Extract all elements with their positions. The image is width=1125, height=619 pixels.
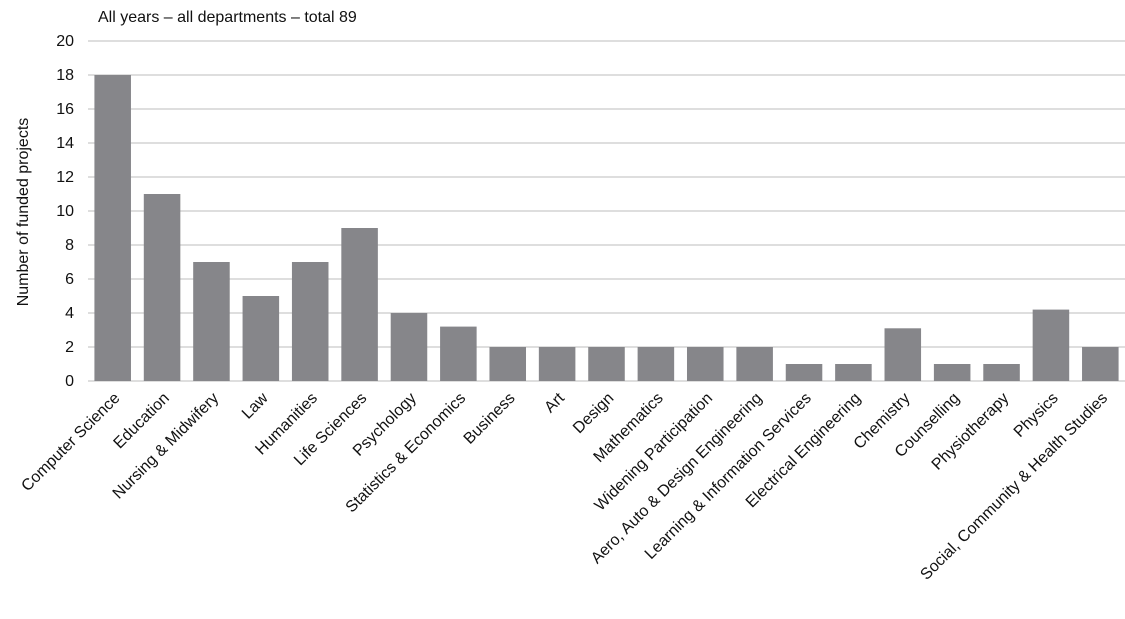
y-tick-label: 14 bbox=[56, 135, 74, 152]
bars bbox=[94, 75, 1119, 381]
x-tick-label: Computer Science bbox=[18, 390, 123, 495]
y-axis-label: Number of funded projects bbox=[15, 118, 32, 307]
bar bbox=[686, 347, 724, 381]
x-tick-label: Business bbox=[461, 390, 519, 448]
y-tick-label: 12 bbox=[56, 169, 74, 186]
y-tick-label: 8 bbox=[65, 237, 74, 254]
y-tick-label: 2 bbox=[65, 339, 74, 356]
bar bbox=[736, 347, 773, 381]
y-tick-label: 20 bbox=[56, 33, 74, 50]
bar bbox=[242, 296, 280, 381]
chart-title: All years – all departments – total 89 bbox=[98, 9, 357, 26]
bar bbox=[341, 228, 378, 381]
y-tick-label: 10 bbox=[56, 203, 74, 220]
bar bbox=[193, 262, 230, 381]
x-tick-label: Social, Community & Health Studies bbox=[917, 390, 1111, 584]
bar bbox=[291, 262, 329, 381]
bar bbox=[785, 364, 823, 381]
y-tick-label: 18 bbox=[56, 67, 74, 84]
x-tick-label: Law bbox=[239, 389, 272, 422]
bar bbox=[143, 194, 181, 381]
bar bbox=[538, 347, 576, 381]
x-tick-label: Design bbox=[570, 390, 617, 437]
y-tick-label: 0 bbox=[65, 373, 74, 390]
bar bbox=[588, 347, 625, 381]
x-tick-label: Physics bbox=[1011, 390, 1062, 441]
bar bbox=[933, 364, 971, 381]
bar bbox=[884, 328, 922, 381]
y-tick-label: 16 bbox=[56, 101, 74, 118]
bar bbox=[1082, 347, 1119, 381]
bar bbox=[983, 364, 1020, 381]
bar bbox=[489, 347, 527, 381]
bar bbox=[637, 347, 675, 381]
bar bbox=[94, 75, 131, 381]
bar bbox=[440, 326, 477, 381]
x-tick-label: Art bbox=[541, 389, 568, 416]
bar bbox=[835, 364, 872, 381]
bar bbox=[1032, 309, 1070, 381]
bar bbox=[390, 313, 428, 381]
y-tick-label: 4 bbox=[65, 305, 74, 322]
y-tick-label: 6 bbox=[65, 271, 74, 288]
y-tick-labels: 0 2 4 6 8 10 12 14 16 18 20 bbox=[56, 33, 74, 390]
